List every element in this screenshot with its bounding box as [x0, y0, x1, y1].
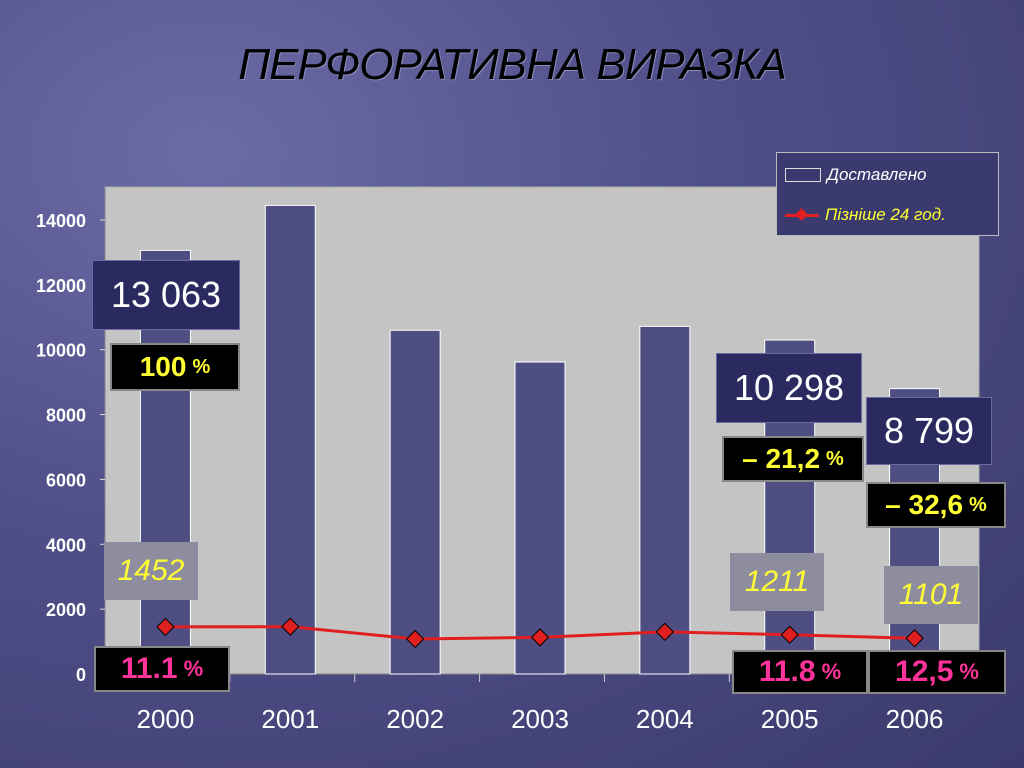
x-tick-label: 2005 — [761, 704, 819, 734]
annotation-rate-value-2000: 11.1 — [120, 652, 178, 685]
annotation-late-2005: 1211 — [730, 553, 824, 611]
late-point-2000 — [156, 617, 175, 637]
legend-item-delivered: Доставлено — [785, 165, 927, 185]
legend-item-late: Пізніше 24 год. — [785, 205, 946, 225]
y-tick-label: 0 — [76, 665, 86, 685]
annotation-rate-value-2006: 12,5 — [895, 655, 954, 688]
x-tick-label: 2006 — [886, 704, 944, 734]
annotation-rate-unit-2005: % — [821, 659, 842, 684]
annotation-total-2000: 13 063 — [92, 260, 240, 330]
legend-label-late: Пізніше 24 год. — [825, 205, 946, 224]
annotation-pct-value-2000: 100 — [139, 351, 187, 382]
annotation-pct-value-2006: – 32,6 — [885, 489, 964, 520]
late-point-2006 — [905, 629, 924, 648]
chart-legend: Доставлено Пізніше 24 год. — [776, 152, 999, 236]
annotation-pct-2005: – 21,2 % — [722, 436, 864, 482]
annotation-rate-unit-2000: % — [183, 656, 204, 681]
page-title: ПЕРФОРАТИВНА ВИРАЗКА — [238, 40, 787, 89]
late-point-2005 — [780, 625, 799, 644]
late-point-2003 — [530, 628, 550, 647]
x-tick-label: 2000 — [137, 704, 195, 734]
annotation-rate-2006: 12,5 % — [868, 650, 1006, 694]
legend-swatch-bar — [785, 168, 821, 182]
x-tick-label: 2002 — [386, 704, 444, 734]
annotation-total-2006: 8 799 — [866, 397, 992, 465]
y-tick-label: 8000 — [46, 406, 86, 426]
late-point-2002 — [405, 629, 425, 649]
annotation-pct-2006: – 32,6 % — [866, 482, 1006, 528]
x-tick-label: 2003 — [511, 704, 569, 734]
late-point-2004 — [655, 622, 675, 642]
x-tick-label: 2001 — [261, 704, 319, 734]
bar-2004 — [639, 325, 691, 675]
annotation-total-2005: 10 298 — [716, 353, 862, 423]
annotation-late-2000: 1452 — [104, 542, 198, 600]
annotation-late-2006: 1101 — [884, 566, 978, 624]
bar-2002 — [389, 329, 441, 675]
y-tick-label: 2000 — [46, 600, 86, 620]
annotation-rate-2005: 11.8 % — [732, 650, 868, 694]
legend-swatch-line — [785, 209, 819, 221]
annotation-pct-unit-2000: % — [192, 355, 211, 378]
bar-2003 — [514, 361, 566, 675]
late-point-2001 — [281, 617, 300, 636]
y-tick-label: 4000 — [46, 535, 86, 555]
annotation-rate-2000: 11.1 % — [94, 646, 230, 692]
annotation-pct-unit-2006: % — [969, 493, 987, 516]
legend-label-delivered: Доставлено — [827, 165, 927, 184]
y-tick-label: 12000 — [36, 276, 86, 296]
y-tick-label: 6000 — [46, 470, 86, 490]
annotation-rate-unit-2006: % — [959, 659, 979, 684]
y-tick-label: 14000 — [36, 211, 86, 231]
annotation-pct-2000: 100 % — [110, 343, 240, 391]
bar-2001 — [264, 204, 316, 675]
x-tick-label: 2004 — [636, 704, 694, 734]
annotation-pct-unit-2005: % — [826, 447, 844, 470]
y-tick-label: 10000 — [36, 341, 86, 361]
annotation-rate-value-2005: 11.8 — [758, 655, 816, 688]
annotation-pct-value-2005: – 21,2 — [742, 443, 821, 474]
